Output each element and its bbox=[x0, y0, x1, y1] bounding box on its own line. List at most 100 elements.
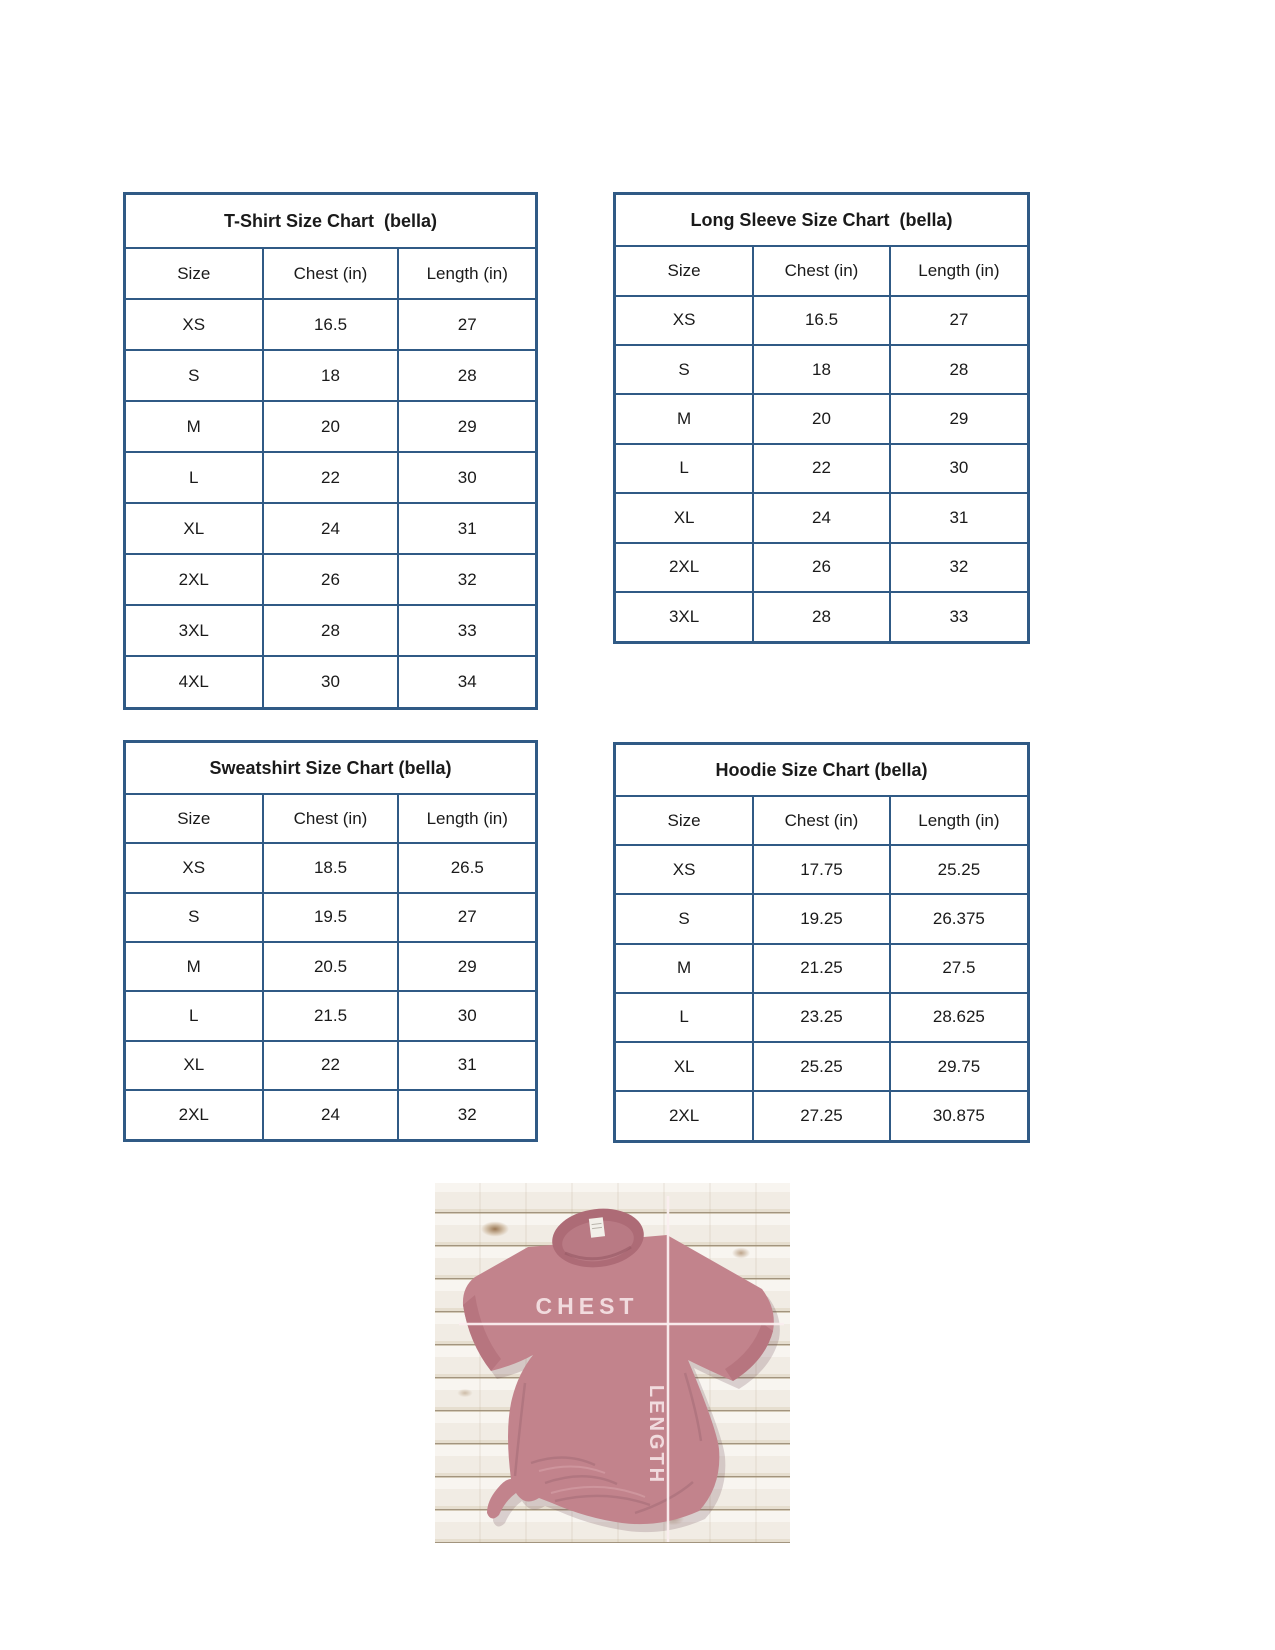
cell-size: 3XL bbox=[613, 590, 755, 644]
cell-length: 31 bbox=[397, 1039, 538, 1092]
cell-length: 29.75 bbox=[888, 1040, 1030, 1093]
table-row: XS 16.5 27 bbox=[123, 298, 538, 352]
cell-size: S bbox=[123, 891, 264, 944]
cell-chest: 23.25 bbox=[752, 991, 891, 1043]
cell-chest: 20.5 bbox=[261, 941, 400, 993]
table-row: S 19.25 26.375 bbox=[613, 893, 1030, 945]
cell-chest: 21.25 bbox=[752, 942, 891, 994]
cell-size: M bbox=[123, 400, 264, 454]
cell-size: XL bbox=[123, 502, 264, 556]
cell-length: 28.625 bbox=[888, 991, 1030, 1043]
cell-length: 26.375 bbox=[888, 893, 1030, 945]
longsleeve-header-length: Length (in) bbox=[888, 245, 1030, 297]
cell-size: M bbox=[613, 942, 755, 994]
cell-size: 2XL bbox=[613, 541, 755, 593]
cell-length: 28 bbox=[888, 343, 1030, 396]
longsleeve-header-row: Size Chest (in) Length (in) bbox=[613, 245, 1030, 297]
longsleeve-size-table: Long Sleeve Size Chart (bella) Size Ches… bbox=[613, 192, 1030, 644]
sweatshirt-header-size: Size bbox=[123, 793, 264, 845]
cell-chest: 19.5 bbox=[261, 891, 400, 944]
table-row: M 20 29 bbox=[613, 393, 1030, 445]
cell-chest: 27.25 bbox=[752, 1090, 891, 1143]
cell-chest: 16.5 bbox=[261, 298, 400, 352]
tshirt-header-chest: Chest (in) bbox=[261, 247, 400, 301]
cell-size: XS bbox=[613, 844, 755, 896]
neck-tag bbox=[588, 1217, 606, 1238]
hoodie-header-chest: Chest (in) bbox=[752, 795, 891, 847]
cell-size: L bbox=[123, 990, 264, 1042]
cell-length: 30 bbox=[888, 442, 1030, 495]
table-row: 2XL 26 32 bbox=[613, 541, 1030, 593]
cell-size: L bbox=[613, 991, 755, 1043]
cell-length: 30 bbox=[397, 451, 538, 505]
table-row: S 18 28 bbox=[613, 343, 1030, 396]
table-row: L 23.25 28.625 bbox=[613, 991, 1030, 1043]
cell-length: 27.5 bbox=[888, 942, 1030, 994]
cell-size: 4XL bbox=[123, 655, 264, 710]
wrinkle-highlights bbox=[538, 1465, 646, 1498]
cell-chest: 22 bbox=[261, 1039, 400, 1092]
cell-size: M bbox=[613, 393, 755, 445]
tshirt-size-table: T-Shirt Size Chart (bella) Size Chest (i… bbox=[123, 192, 538, 710]
table-row: L 21.5 30 bbox=[123, 990, 538, 1042]
cell-length: 27 bbox=[397, 891, 538, 944]
hoodie-table-title: Hoodie Size Chart (bella) bbox=[613, 742, 1030, 798]
sweatshirt-size-table: Sweatshirt Size Chart (bella) Size Chest… bbox=[123, 740, 538, 1142]
table-row: S 18 28 bbox=[123, 349, 538, 403]
cell-size: M bbox=[123, 941, 264, 993]
sweatshirt-header-row: Size Chest (in) Length (in) bbox=[123, 793, 538, 845]
table-row: 2XL 24 32 bbox=[123, 1089, 538, 1142]
tshirt-header-size: Size bbox=[123, 247, 264, 301]
cell-length: 33 bbox=[397, 604, 538, 658]
table-row: XL 25.25 29.75 bbox=[613, 1040, 1030, 1093]
cell-length: 29 bbox=[888, 393, 1030, 445]
sweatshirt-header-chest: Chest (in) bbox=[261, 793, 400, 845]
cell-chest: 17.75 bbox=[752, 844, 891, 896]
cell-size: XS bbox=[123, 842, 264, 894]
cell-length: 29 bbox=[397, 941, 538, 993]
longsleeve-header-size: Size bbox=[613, 245, 755, 297]
table-row: 2XL 26 32 bbox=[123, 553, 538, 607]
table-row: XL 24 31 bbox=[613, 492, 1030, 544]
cell-size: 2XL bbox=[613, 1090, 755, 1143]
cell-chest: 20 bbox=[752, 393, 891, 445]
table-row: XL 24 31 bbox=[123, 502, 538, 556]
cell-chest: 21.5 bbox=[261, 990, 400, 1042]
tshirt-measurement-photo: CHEST LENGTH bbox=[435, 1183, 790, 1543]
cell-size: L bbox=[123, 451, 264, 505]
table-row: XL 22 31 bbox=[123, 1039, 538, 1092]
collar-shade bbox=[564, 1245, 632, 1261]
cell-chest: 20 bbox=[261, 400, 400, 454]
cell-length: 30 bbox=[397, 990, 538, 1042]
table-row: 3XL 28 33 bbox=[613, 590, 1030, 644]
table-row: 3XL 28 33 bbox=[123, 604, 538, 658]
cell-length: 28 bbox=[397, 349, 538, 403]
collar-inner bbox=[562, 1220, 634, 1262]
table-row: S 19.5 27 bbox=[123, 891, 538, 944]
hoodie-header-row: Size Chest (in) Length (in) bbox=[613, 795, 1030, 847]
cell-chest: 24 bbox=[261, 502, 400, 556]
cell-size: S bbox=[613, 893, 755, 945]
cell-chest: 24 bbox=[752, 492, 891, 544]
cell-chest: 16.5 bbox=[752, 294, 891, 347]
cell-chest: 30 bbox=[261, 655, 400, 710]
cell-length: 29 bbox=[397, 400, 538, 454]
tshirt-header-length: Length (in) bbox=[397, 247, 538, 301]
cell-length: 32 bbox=[397, 1089, 538, 1142]
cell-length: 26.5 bbox=[397, 842, 538, 894]
cell-size: XL bbox=[613, 1040, 755, 1093]
length-label: LENGTH bbox=[645, 1385, 667, 1485]
cell-size: XS bbox=[123, 298, 264, 352]
cell-length: 33 bbox=[888, 590, 1030, 644]
chest-label: CHEST bbox=[536, 1293, 639, 1319]
cell-chest: 28 bbox=[752, 590, 891, 644]
cell-size: 2XL bbox=[123, 553, 264, 607]
cell-length: 32 bbox=[888, 541, 1030, 593]
table-row: L 22 30 bbox=[123, 451, 538, 505]
cell-chest: 22 bbox=[261, 451, 400, 505]
cell-length: 27 bbox=[397, 298, 538, 352]
cell-length: 31 bbox=[397, 502, 538, 556]
table-row: M 21.25 27.5 bbox=[613, 942, 1030, 994]
cell-chest: 22 bbox=[752, 442, 891, 495]
cell-length: 27 bbox=[888, 294, 1030, 347]
